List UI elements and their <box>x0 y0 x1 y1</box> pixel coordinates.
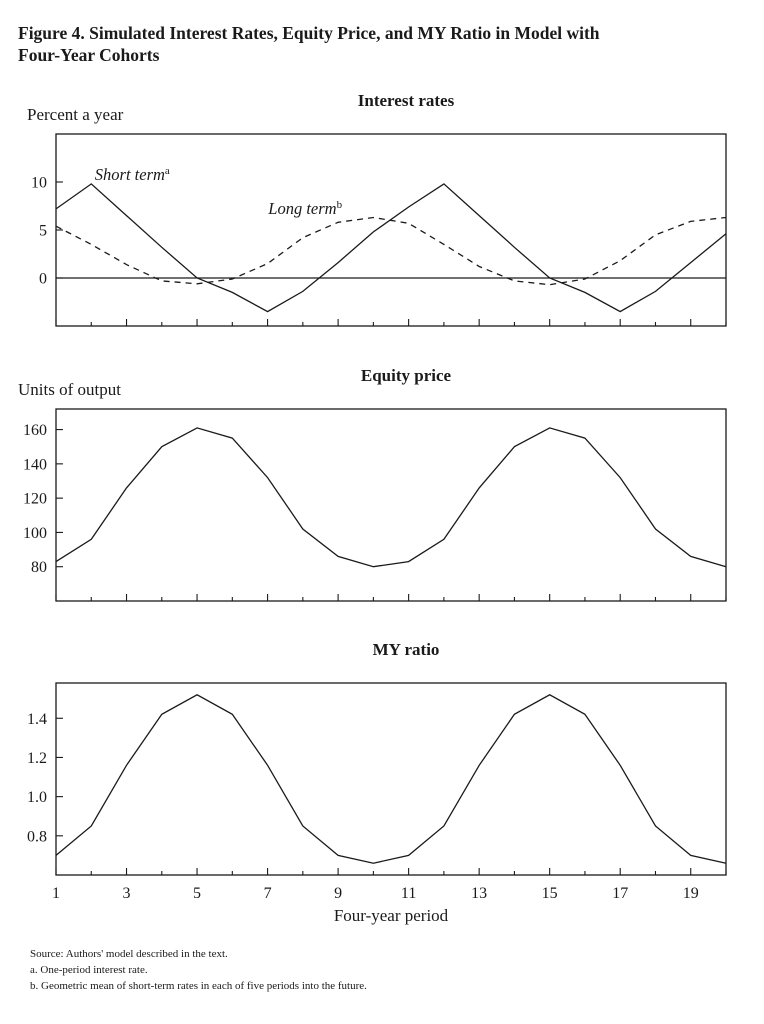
x-tick-label: 19 <box>683 885 699 902</box>
x-tick-label: 3 <box>123 885 131 902</box>
x-tick-label: 1 <box>52 885 60 902</box>
y-tick-label: 1.4 <box>27 711 47 728</box>
chart-title: Equity price <box>361 366 452 385</box>
chart-title: Interest rates <box>358 91 455 110</box>
figure-title-line2: Four-Year Cohorts <box>18 45 160 65</box>
footnote-marker: a <box>165 165 170 177</box>
chart-2: Equity price Units of output 80 100 120 140 16… <box>18 366 727 602</box>
figure-title-line1: Figure 4. Simulated Interest Rates, Equi… <box>18 23 600 43</box>
series-line <box>55 427 727 568</box>
series-line-long-term <box>55 216 727 286</box>
chart-title: MY ratio <box>373 640 440 659</box>
y-tick-label: 100 <box>23 525 47 542</box>
figure-title: Figure 4. Simulated Interest Rates, Equi… <box>18 22 738 66</box>
x-tick-label: 13 <box>471 885 487 902</box>
y-axis-label: Percent a year <box>27 105 124 124</box>
chart-1: Interest rates Percent a year 0 5 10 Short te… <box>27 91 727 327</box>
x-tick-label: 15 <box>542 885 558 902</box>
y-tick-label: 120 <box>23 491 47 508</box>
y-tick-label: 0 <box>39 271 47 288</box>
x-tick-label: 7 <box>264 885 272 902</box>
y-tick-label: 160 <box>23 422 47 439</box>
source-note: Source: Authors' model described in the … <box>30 948 228 960</box>
plot-frame <box>55 133 727 327</box>
y-axis-label: Units of output <box>18 380 121 399</box>
y-tick-label: 140 <box>23 456 47 473</box>
x-tick-label: 11 <box>401 885 416 902</box>
plot-frame <box>55 408 727 602</box>
x-tick-label: 5 <box>193 885 201 902</box>
y-tick-label: 10 <box>31 175 47 192</box>
series-line <box>55 694 727 864</box>
y-tick-label: 80 <box>31 559 47 576</box>
series-label-short-term: Short terma <box>95 165 170 184</box>
figure-notes: Source: Authors' model described in the … <box>30 946 730 994</box>
series-label-long-term: Long termb <box>267 199 342 218</box>
footnote-a: a. One-period interest rate. <box>30 964 148 976</box>
plot-frame <box>55 682 727 876</box>
x-tick-label: 9 <box>334 885 342 902</box>
series-line-short-term <box>55 183 727 313</box>
y-tick-label: 1.2 <box>27 750 47 767</box>
x-tick-label: 17 <box>612 885 628 902</box>
footnote-marker: b <box>337 199 343 211</box>
y-tick-label: 5 <box>39 223 47 240</box>
y-tick-label: 0.8 <box>27 828 47 845</box>
x-axis-label: Four-year period <box>334 906 449 925</box>
footnote-b: b. Geometric mean of short-term rates in… <box>30 980 367 992</box>
y-tick-label: 1.0 <box>27 789 47 806</box>
